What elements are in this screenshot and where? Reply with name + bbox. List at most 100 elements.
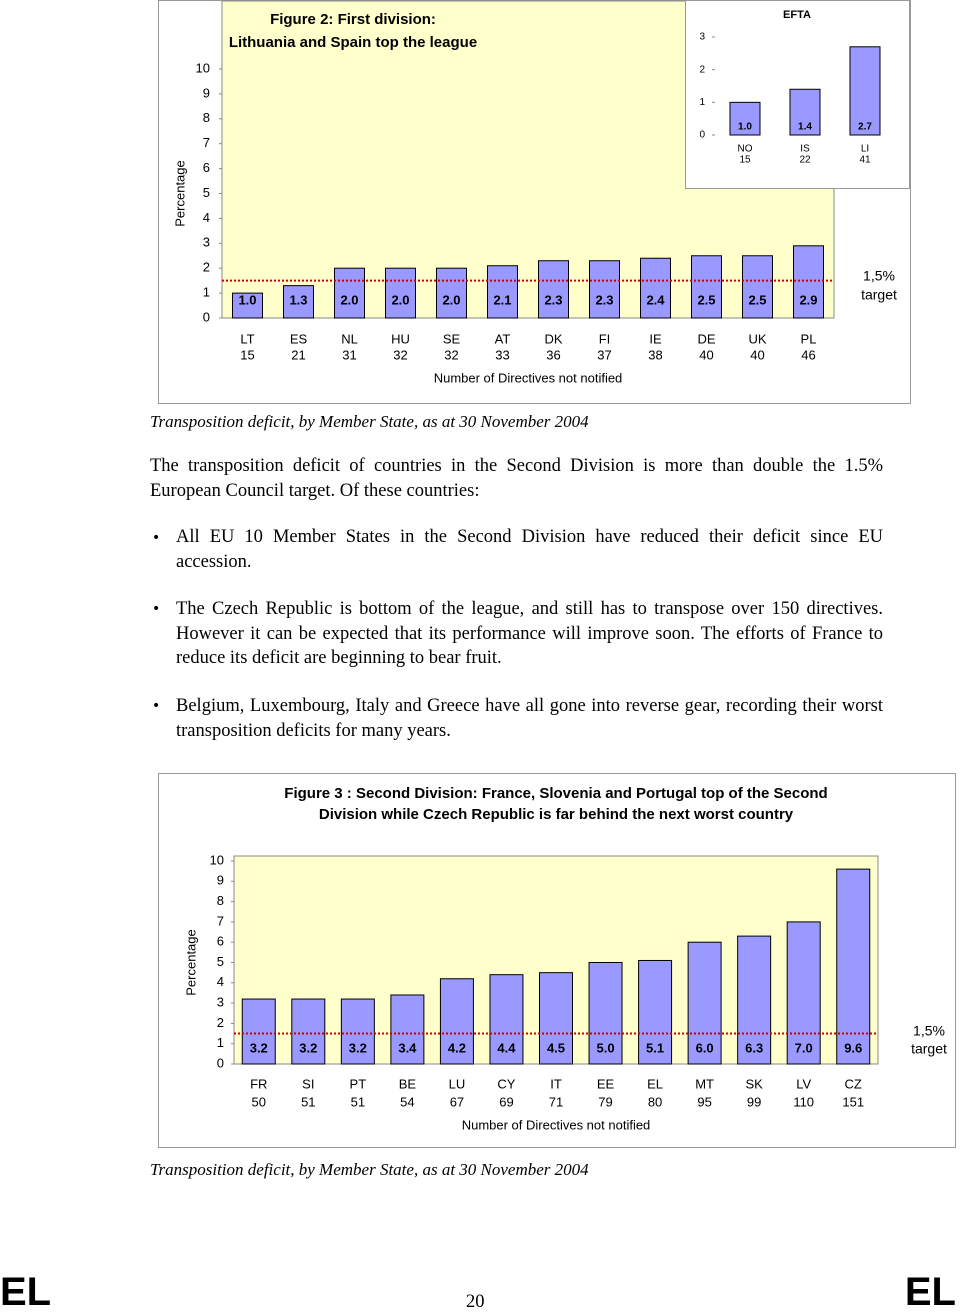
x-count-label: 38 bbox=[648, 347, 662, 362]
value-label: 2.5 bbox=[748, 292, 766, 307]
y-tick-label: 6 bbox=[203, 160, 210, 175]
value-label: 2.1 bbox=[493, 292, 511, 307]
y-tick-label: 2 bbox=[217, 1015, 224, 1030]
bar bbox=[283, 285, 314, 319]
y-tick-label: 10 bbox=[210, 852, 224, 867]
x-tick-label: BE bbox=[399, 1076, 417, 1091]
chart-title: EFTA bbox=[783, 9, 811, 21]
y-tick-label: 8 bbox=[203, 110, 210, 125]
x-count-label: 15 bbox=[739, 155, 751, 166]
bar bbox=[436, 267, 467, 319]
value-label: 3.4 bbox=[398, 1040, 417, 1055]
value-label: 2.7 bbox=[858, 122, 872, 133]
chart-title: Division while Czech Republic is far beh… bbox=[319, 806, 794, 823]
x-tick-label: LV bbox=[796, 1076, 811, 1091]
x-count-label: 110 bbox=[793, 1094, 814, 1109]
value-label: 4.2 bbox=[448, 1040, 466, 1055]
x-tick-label: SK bbox=[745, 1076, 763, 1091]
y-tick-label: 4 bbox=[203, 210, 210, 225]
x-count-label: 36 bbox=[546, 347, 560, 362]
x-axis-label: Number of Directives not notified bbox=[462, 1117, 651, 1132]
bar bbox=[640, 257, 671, 319]
x-tick-label: LT bbox=[240, 331, 254, 346]
x-count-label: 40 bbox=[750, 347, 764, 362]
y-tick-label: 7 bbox=[203, 135, 210, 150]
x-tick-label: PL bbox=[801, 331, 817, 346]
value-label: 3.2 bbox=[349, 1040, 367, 1055]
x-count-label: 46 bbox=[801, 347, 815, 362]
target-label: target bbox=[861, 287, 897, 303]
y-tick-label: 0 bbox=[699, 130, 705, 141]
x-tick-label: NO bbox=[738, 144, 753, 155]
bar bbox=[489, 974, 524, 1065]
bar bbox=[691, 255, 722, 319]
x-count-label: 54 bbox=[400, 1094, 414, 1109]
x-tick-label: ES bbox=[290, 331, 308, 346]
target-label: target bbox=[911, 1041, 947, 1057]
bar bbox=[291, 998, 326, 1065]
bar bbox=[729, 101, 761, 136]
value-label: 4.4 bbox=[497, 1040, 516, 1055]
x-axis-label: Number of Directives not notified bbox=[434, 370, 623, 385]
x-count-label: 50 bbox=[252, 1094, 266, 1109]
y-axis-label: Percentage bbox=[183, 929, 198, 996]
y-tick-label: 5 bbox=[217, 954, 224, 969]
bullet: • bbox=[152, 698, 161, 714]
y-tick-label: 10 bbox=[196, 60, 210, 75]
y-tick-label: 6 bbox=[217, 934, 224, 949]
y-axis-label: Percentage bbox=[172, 160, 187, 227]
value-label: 1.3 bbox=[289, 292, 307, 307]
x-count-label: 151 bbox=[842, 1094, 864, 1109]
bar bbox=[539, 972, 573, 1065]
x-tick-label: NL bbox=[341, 331, 358, 346]
bar bbox=[232, 292, 263, 319]
y-tick-label: 9 bbox=[217, 873, 224, 888]
x-tick-label: EE bbox=[597, 1076, 615, 1091]
x-tick-label: UK bbox=[748, 331, 766, 346]
x-count-label: 31 bbox=[342, 347, 356, 362]
bar bbox=[439, 978, 474, 1065]
x-tick-label: CY bbox=[497, 1076, 515, 1091]
bar bbox=[793, 245, 824, 319]
y-tick-label: 4 bbox=[217, 974, 224, 989]
x-count-label: 71 bbox=[549, 1094, 563, 1109]
bullet-text: The Czech Republic is bottom of the leag… bbox=[176, 599, 883, 668]
value-label: 2.4 bbox=[646, 292, 665, 307]
bar bbox=[385, 267, 416, 319]
value-label: 9.6 bbox=[844, 1040, 862, 1055]
footer-lang: EL bbox=[904, 1270, 956, 1314]
bar bbox=[487, 265, 518, 319]
y-tick-label: 9 bbox=[203, 85, 210, 100]
y-tick-label: 2 bbox=[203, 260, 210, 275]
y-tick-label: 8 bbox=[217, 893, 224, 908]
value-label: 1.4 bbox=[798, 122, 812, 133]
value-label: 6.0 bbox=[696, 1040, 714, 1055]
x-count-label: 51 bbox=[351, 1094, 365, 1109]
bar bbox=[789, 88, 821, 136]
x-tick-label: HU bbox=[391, 331, 410, 346]
caption: Transposition deficit, by Member State, … bbox=[150, 1160, 589, 1179]
target-label: 1,5% bbox=[913, 1023, 945, 1039]
x-count-label: 51 bbox=[301, 1094, 315, 1109]
x-tick-label: IE bbox=[649, 331, 662, 346]
bullet-text: All EU 10 Member States in the Second Di… bbox=[176, 527, 883, 572]
value-label: 5.0 bbox=[596, 1040, 614, 1055]
bar bbox=[687, 941, 722, 1065]
y-tick-label: 3 bbox=[217, 995, 224, 1010]
y-tick-label: 3 bbox=[203, 235, 210, 250]
x-count-label: 22 bbox=[799, 155, 811, 166]
x-count-label: 32 bbox=[393, 347, 407, 362]
x-tick-label: LU bbox=[449, 1076, 466, 1091]
value-label: 2.0 bbox=[391, 292, 409, 307]
x-tick-label: EL bbox=[647, 1076, 663, 1091]
value-label: 2.9 bbox=[799, 292, 817, 307]
x-tick-label: IT bbox=[550, 1076, 562, 1091]
y-tick-label: 3 bbox=[699, 32, 705, 43]
bar bbox=[836, 868, 871, 1065]
bar bbox=[786, 921, 821, 1065]
page-number: 20 bbox=[466, 1292, 485, 1312]
y-tick-label: 1 bbox=[217, 1035, 224, 1050]
x-tick-label: DE bbox=[697, 331, 715, 346]
